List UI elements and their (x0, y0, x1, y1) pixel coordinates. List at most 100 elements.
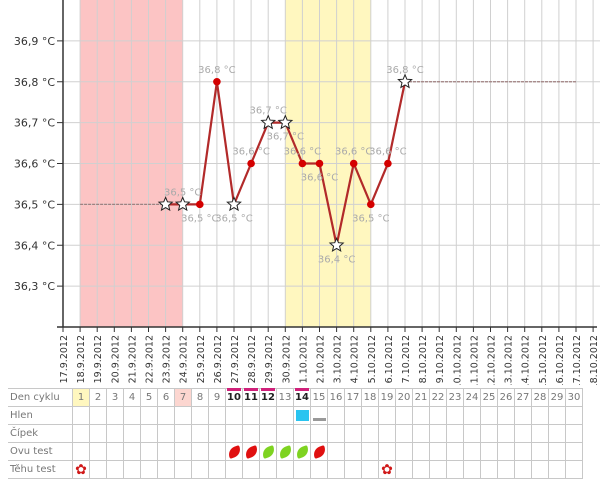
calendar-cell[interactable] (293, 460, 311, 479)
calendar-cell[interactable] (123, 406, 141, 425)
calendar-cell[interactable] (429, 460, 447, 479)
calendar-cell[interactable] (191, 406, 209, 425)
calendar-cell[interactable] (327, 460, 345, 479)
cycle-day[interactable]: 24 (463, 388, 481, 407)
cycle-day[interactable]: 29 (548, 388, 566, 407)
calendar-cell[interactable] (89, 442, 107, 461)
cycle-day[interactable]: 20 (395, 388, 413, 407)
calendar-cell[interactable] (480, 460, 498, 479)
calendar-cell[interactable] (310, 442, 328, 461)
cycle-day[interactable]: 11 (242, 388, 260, 407)
calendar-cell[interactable] (225, 424, 243, 443)
calendar-cell[interactable] (514, 460, 532, 479)
calendar-cell[interactable] (208, 460, 226, 479)
cycle-day[interactable]: 14 (293, 388, 311, 407)
calendar-cell[interactable] (123, 460, 141, 479)
calendar-cell[interactable] (140, 424, 158, 443)
calendar-cell[interactable] (446, 460, 464, 479)
cycle-day[interactable]: 17 (344, 388, 362, 407)
calendar-cell[interactable] (208, 424, 226, 443)
cycle-day[interactable]: 21 (412, 388, 430, 407)
calendar-cell[interactable] (140, 460, 158, 479)
cycle-day[interactable]: 19 (378, 388, 396, 407)
calendar-cell[interactable] (514, 442, 532, 461)
calendar-cell[interactable] (174, 424, 192, 443)
calendar-cell[interactable] (225, 406, 243, 425)
cycle-day[interactable]: 26 (497, 388, 515, 407)
calendar-cell[interactable] (446, 406, 464, 425)
calendar-cell[interactable] (412, 406, 430, 425)
calendar-cell[interactable] (548, 406, 566, 425)
cycle-day[interactable]: 22 (429, 388, 447, 407)
calendar-cell[interactable] (225, 442, 243, 461)
calendar-cell[interactable] (276, 442, 294, 461)
calendar-cell[interactable] (412, 442, 430, 461)
calendar-cell[interactable] (140, 406, 158, 425)
calendar-cell[interactable] (463, 424, 481, 443)
calendar-cell[interactable] (276, 460, 294, 479)
calendar-cell[interactable] (497, 406, 515, 425)
calendar-cell[interactable] (174, 442, 192, 461)
calendar-cell[interactable] (276, 406, 294, 425)
calendar-cell[interactable] (395, 406, 413, 425)
cycle-day[interactable]: 18 (361, 388, 379, 407)
calendar-cell[interactable] (123, 442, 141, 461)
calendar-cell[interactable] (565, 460, 583, 479)
calendar-cell[interactable] (276, 424, 294, 443)
calendar-cell[interactable] (310, 406, 328, 425)
calendar-cell[interactable] (259, 424, 277, 443)
calendar-cell[interactable] (463, 406, 481, 425)
calendar-cell[interactable] (531, 424, 549, 443)
calendar-cell[interactable] (242, 442, 260, 461)
cycle-day[interactable]: 9 (208, 388, 226, 407)
calendar-cell[interactable] (395, 424, 413, 443)
calendar-cell[interactable] (157, 460, 175, 479)
calendar-cell[interactable] (497, 424, 515, 443)
calendar-cell[interactable] (514, 424, 532, 443)
calendar-cell[interactable] (123, 424, 141, 443)
calendar-cell[interactable] (344, 460, 362, 479)
calendar-cell[interactable] (157, 424, 175, 443)
calendar-cell[interactable] (174, 406, 192, 425)
calendar-cell[interactable] (395, 460, 413, 479)
calendar-cell[interactable] (565, 424, 583, 443)
calendar-cell[interactable] (157, 406, 175, 425)
calendar-cell[interactable] (293, 406, 311, 425)
calendar-cell[interactable] (480, 424, 498, 443)
calendar-cell[interactable] (531, 406, 549, 425)
cycle-day[interactable]: 3 (106, 388, 124, 407)
cycle-day[interactable]: 23 (446, 388, 464, 407)
calendar-cell[interactable] (548, 442, 566, 461)
calendar-cell[interactable] (429, 424, 447, 443)
calendar-cell[interactable] (89, 460, 107, 479)
calendar-cell[interactable]: ✿ (72, 460, 90, 479)
calendar-cell[interactable] (378, 406, 396, 425)
calendar-cell[interactable] (242, 460, 260, 479)
cycle-day[interactable]: 13 (276, 388, 294, 407)
calendar-cell[interactable] (327, 442, 345, 461)
calendar-cell[interactable] (344, 406, 362, 425)
cycle-day[interactable]: 4 (123, 388, 141, 407)
calendar-cell[interactable] (72, 424, 90, 443)
calendar-cell[interactable] (140, 442, 158, 461)
calendar-cell[interactable] (72, 442, 90, 461)
calendar-cell[interactable] (208, 406, 226, 425)
calendar-cell[interactable] (429, 406, 447, 425)
cycle-day[interactable]: 12 (259, 388, 277, 407)
calendar-cell[interactable] (327, 406, 345, 425)
calendar-cell[interactable] (361, 442, 379, 461)
calendar-cell[interactable] (191, 442, 209, 461)
cycle-day[interactable]: 8 (191, 388, 209, 407)
calendar-cell[interactable]: ✿ (378, 460, 396, 479)
calendar-cell[interactable] (89, 424, 107, 443)
calendar-cell[interactable] (497, 460, 515, 479)
calendar-cell[interactable] (191, 424, 209, 443)
calendar-cell[interactable] (344, 424, 362, 443)
calendar-cell[interactable] (106, 460, 124, 479)
cycle-day[interactable]: 1 (72, 388, 90, 407)
calendar-cell[interactable] (361, 424, 379, 443)
calendar-cell[interactable] (378, 442, 396, 461)
calendar-cell[interactable] (361, 406, 379, 425)
calendar-cell[interactable] (531, 442, 549, 461)
calendar-cell[interactable] (72, 406, 90, 425)
